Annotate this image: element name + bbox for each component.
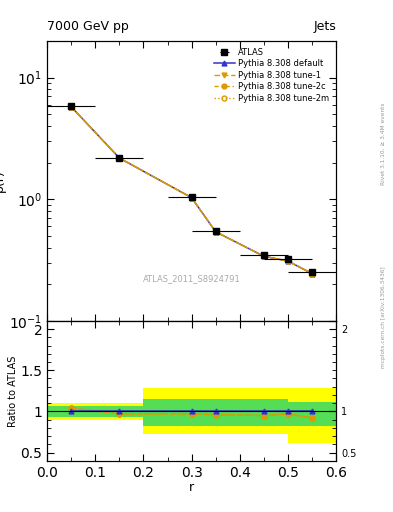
Y-axis label: Ratio to ATLAS: Ratio to ATLAS	[7, 355, 18, 426]
Line: Pythia 8.308 tune-2c: Pythia 8.308 tune-2c	[69, 104, 314, 276]
Pythia 8.308 tune-1	[286, 258, 290, 264]
Pythia 8.308 default	[69, 104, 73, 110]
Pythia 8.308 default	[189, 195, 194, 201]
Pythia 8.308 tune-1	[310, 270, 314, 276]
Pythia 8.308 tune-2m	[117, 155, 122, 161]
Pythia 8.308 default	[117, 155, 122, 161]
Pythia 8.308 default	[286, 258, 290, 264]
Pythia 8.308 tune-2m	[310, 270, 314, 276]
Line: Pythia 8.308 tune-1: Pythia 8.308 tune-1	[69, 104, 314, 276]
Pythia 8.308 default	[261, 253, 266, 259]
Pythia 8.308 tune-2m	[261, 253, 266, 259]
Text: 7000 GeV pp: 7000 GeV pp	[47, 20, 129, 33]
Pythia 8.308 tune-2c	[261, 253, 266, 259]
Pythia 8.308 tune-2m	[189, 195, 194, 201]
Pythia 8.308 tune-1	[213, 229, 218, 235]
Pythia 8.308 tune-2m	[69, 104, 73, 110]
Text: ATLAS_2011_S8924791: ATLAS_2011_S8924791	[143, 274, 241, 283]
Line: Pythia 8.308 tune-2m: Pythia 8.308 tune-2m	[69, 104, 314, 276]
Pythia 8.308 tune-1	[261, 253, 266, 259]
Text: Jets: Jets	[313, 20, 336, 33]
Pythia 8.308 tune-2c	[117, 155, 122, 161]
Pythia 8.308 tune-1	[69, 104, 73, 110]
Pythia 8.308 tune-1	[189, 195, 194, 201]
Pythia 8.308 default	[213, 229, 218, 235]
Pythia 8.308 tune-2c	[286, 258, 290, 264]
Line: Pythia 8.308 default: Pythia 8.308 default	[69, 104, 314, 276]
Pythia 8.308 tune-1	[117, 155, 122, 161]
Text: mcplots.cern.ch [arXiv:1306.3436]: mcplots.cern.ch [arXiv:1306.3436]	[381, 267, 386, 368]
X-axis label: r: r	[189, 481, 194, 494]
Pythia 8.308 tune-2c	[69, 104, 73, 110]
Y-axis label: ρ(r): ρ(r)	[0, 169, 6, 193]
Pythia 8.308 tune-2c	[213, 229, 218, 235]
Pythia 8.308 tune-2m	[286, 258, 290, 264]
Pythia 8.308 tune-2c	[310, 270, 314, 276]
Text: Rivet 3.1.10, ≥ 3.4M events: Rivet 3.1.10, ≥ 3.4M events	[381, 102, 386, 185]
Pythia 8.308 tune-2c	[189, 195, 194, 201]
Pythia 8.308 default	[310, 270, 314, 276]
Legend: ATLAS, Pythia 8.308 default, Pythia 8.308 tune-1, Pythia 8.308 tune-2c, Pythia 8: ATLAS, Pythia 8.308 default, Pythia 8.30…	[211, 45, 332, 105]
Pythia 8.308 tune-2m	[213, 229, 218, 235]
